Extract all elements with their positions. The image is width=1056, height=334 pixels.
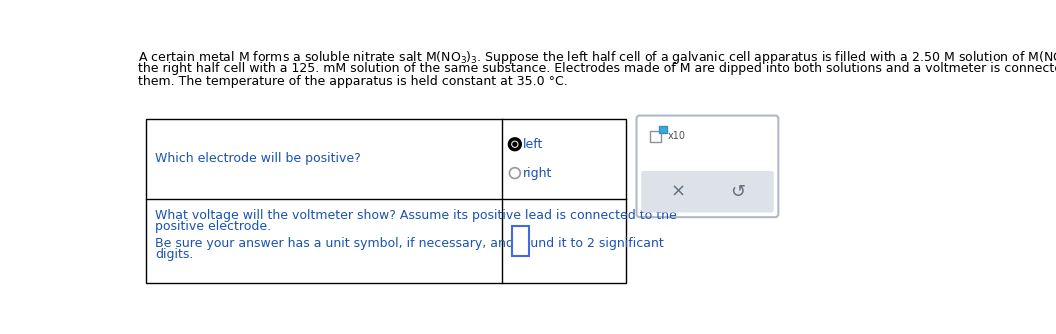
FancyBboxPatch shape <box>637 116 778 217</box>
Bar <box>146 119 626 284</box>
Text: the right half cell with a 125. mM solution of the same substance. Electrodes ma: the right half cell with a 125. mM solut… <box>138 62 1056 75</box>
FancyBboxPatch shape <box>641 171 774 212</box>
Bar <box>512 226 529 257</box>
Text: What voltage will the voltmeter show? Assume its positive lead is connected to t: What voltage will the voltmeter show? As… <box>155 209 677 222</box>
Text: positive electrode.: positive electrode. <box>155 220 271 233</box>
Text: ×: × <box>671 183 685 201</box>
Text: left: left <box>524 138 544 151</box>
Text: A certain metal M forms a soluble nitrate salt M$\mathregular{(NO_3)_3}$. Suppos: A certain metal M forms a soluble nitrat… <box>138 49 1056 66</box>
Text: x10: x10 <box>667 131 685 141</box>
Circle shape <box>513 142 516 146</box>
Text: them. The temperature of the apparatus is held constant at 35.0 °C.: them. The temperature of the apparatus i… <box>138 75 568 89</box>
Text: digits.: digits. <box>155 248 193 261</box>
Text: right: right <box>524 167 552 180</box>
Text: Be sure your answer has a unit symbol, if necessary, and round it to 2 significa: Be sure your answer has a unit symbol, i… <box>155 237 664 250</box>
Text: Which electrode will be positive?: Which electrode will be positive? <box>155 152 361 165</box>
Text: ↺: ↺ <box>730 183 744 201</box>
Circle shape <box>509 168 521 178</box>
Bar <box>659 126 666 133</box>
Bar <box>650 131 661 142</box>
Circle shape <box>509 139 521 150</box>
